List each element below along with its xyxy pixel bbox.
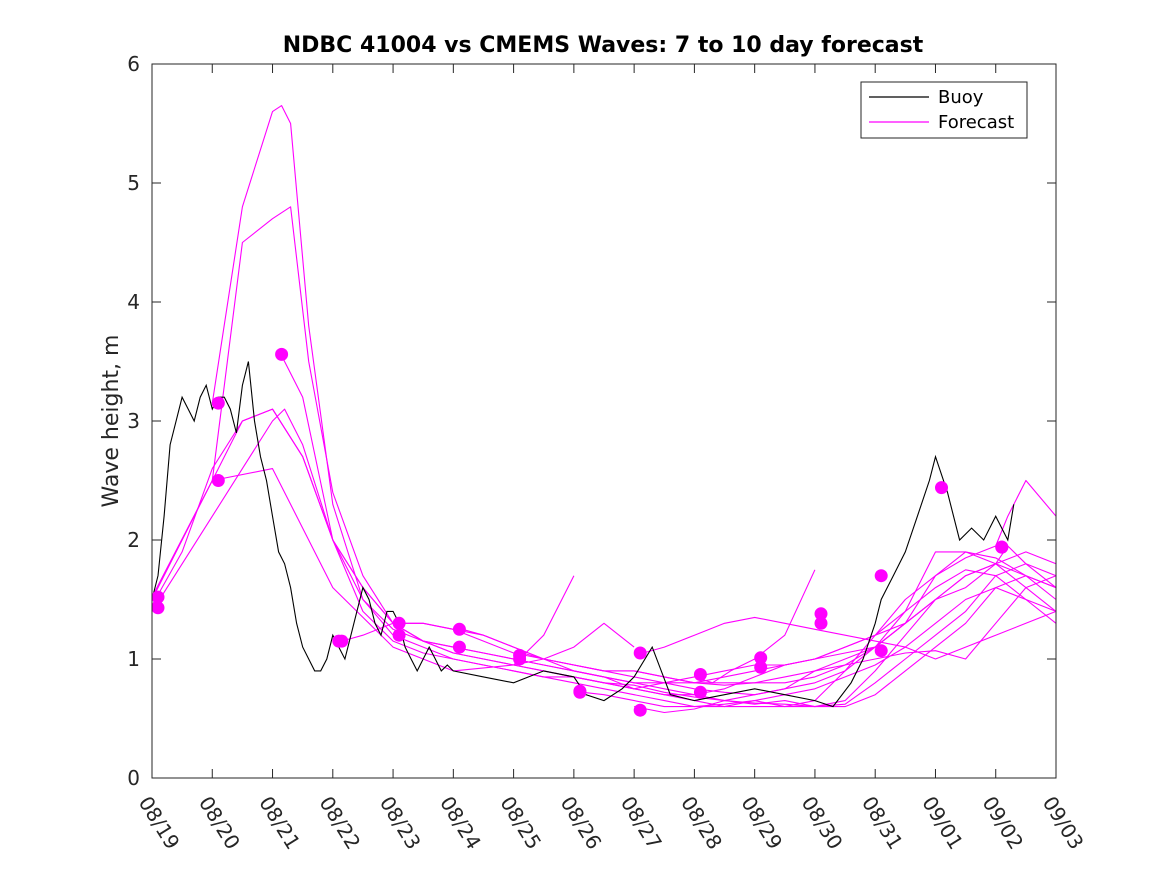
y-tick-label: 3 <box>127 409 140 433</box>
legend: Buoy Forecast <box>860 81 1028 139</box>
forecast-marker <box>513 652 527 666</box>
forecast-series-line-14 <box>694 569 816 684</box>
forecast-marker <box>693 668 707 681</box>
forecast-series-line-12 <box>151 468 575 672</box>
forecast-series-line-10 <box>582 575 1057 708</box>
forecast-series-line-13 <box>513 622 635 666</box>
forecast-marker <box>332 634 346 648</box>
y-tick-label: 6 <box>127 52 140 76</box>
forecast-series-line-11 <box>643 610 1057 660</box>
forecast-marker <box>935 481 948 495</box>
forecast-marker <box>151 590 165 604</box>
y-tick-label: 2 <box>127 528 140 552</box>
forecast-marker <box>754 660 768 674</box>
legend-label-buoy: Buoy <box>938 87 984 108</box>
forecast-marker <box>573 685 587 699</box>
forecast-marker <box>754 651 768 665</box>
forecast-marker <box>392 616 406 630</box>
y-axis-label: Wave height, m <box>99 335 124 508</box>
forecast-series-line-0 <box>151 408 1057 708</box>
forecast-marker <box>211 396 225 410</box>
forecast-series-line-9 <box>522 545 1057 696</box>
plot-data <box>151 105 1057 717</box>
forecast-marker <box>392 628 406 642</box>
forecast-marker <box>633 703 647 717</box>
y-tick-label: 5 <box>127 171 140 195</box>
y-tick-label: 1 <box>127 647 140 671</box>
forecast-marker <box>874 569 888 583</box>
legend-label-forecast: Forecast <box>938 112 1014 133</box>
legend-box <box>860 81 1028 139</box>
forecast-marker <box>452 622 466 636</box>
forecast-marker <box>275 347 289 361</box>
forecast-marker <box>995 540 1009 554</box>
y-tick-label: 0 <box>127 766 140 790</box>
forecast-marker <box>151 601 165 615</box>
forecast-marker <box>211 474 225 487</box>
forecast-marker <box>874 644 888 658</box>
y-tick-label: 4 <box>127 290 140 314</box>
forecast-marker <box>814 607 828 621</box>
forecast-marker <box>633 646 647 660</box>
forecast-series-line-15 <box>633 599 936 714</box>
forecast-marker <box>452 640 466 654</box>
forecast-marker <box>693 685 707 699</box>
forecast-marker <box>814 616 828 630</box>
forecast-series-line-8 <box>462 479 1057 696</box>
forecast-series-line-7 <box>402 575 1057 686</box>
chart-title: NDBC 41004 vs CMEMS Waves: 7 to 10 day f… <box>283 33 924 58</box>
